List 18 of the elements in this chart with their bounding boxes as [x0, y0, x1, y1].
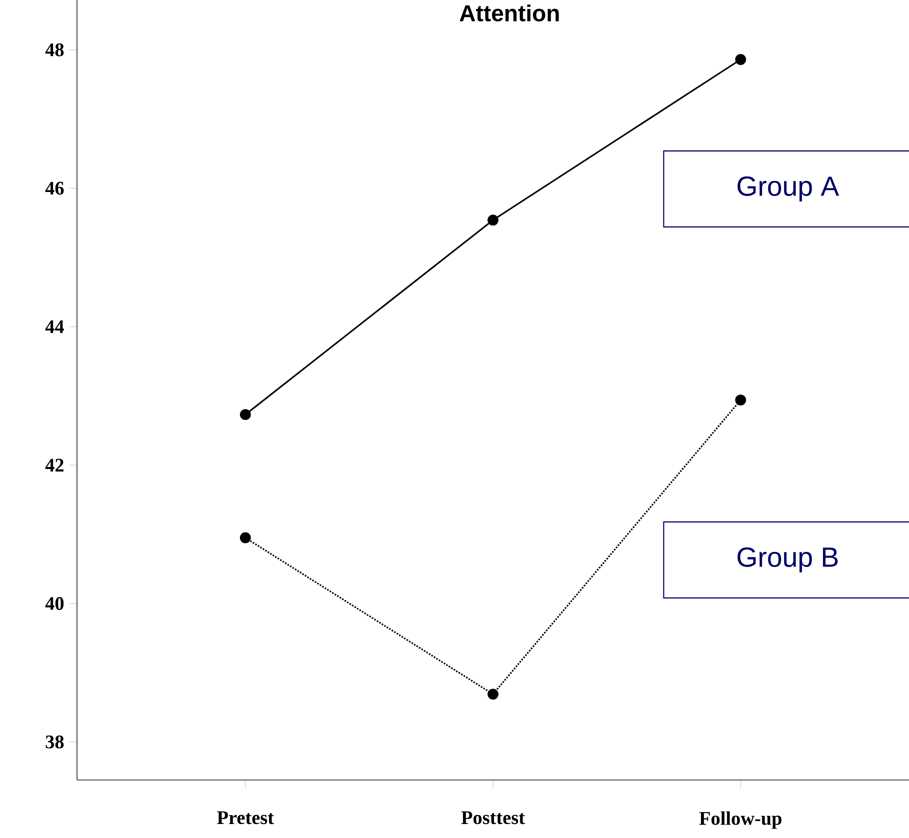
x-tick-label: Pretest — [217, 811, 274, 824]
y-tick-label: 44 — [45, 320, 64, 333]
text: Group A — [738, 176, 840, 202]
y-tick-label: 46 — [45, 182, 64, 195]
text: Group B — [738, 547, 838, 572]
x-tick-label: Posttest — [461, 811, 525, 824]
y-tick-label: 38 — [46, 735, 64, 748]
point — [240, 532, 251, 544]
y-tick-label: 40 — [45, 597, 64, 610]
x-tick-label: Follow-up — [699, 811, 782, 829]
y-tick-label: 48 — [45, 43, 64, 56]
point — [488, 688, 498, 700]
point — [735, 54, 746, 65]
point — [240, 409, 251, 420]
y-tick-label: 42 — [45, 458, 64, 472]
chart-title: Attention — [460, 4, 559, 22]
point — [735, 394, 746, 406]
point — [488, 214, 498, 226]
